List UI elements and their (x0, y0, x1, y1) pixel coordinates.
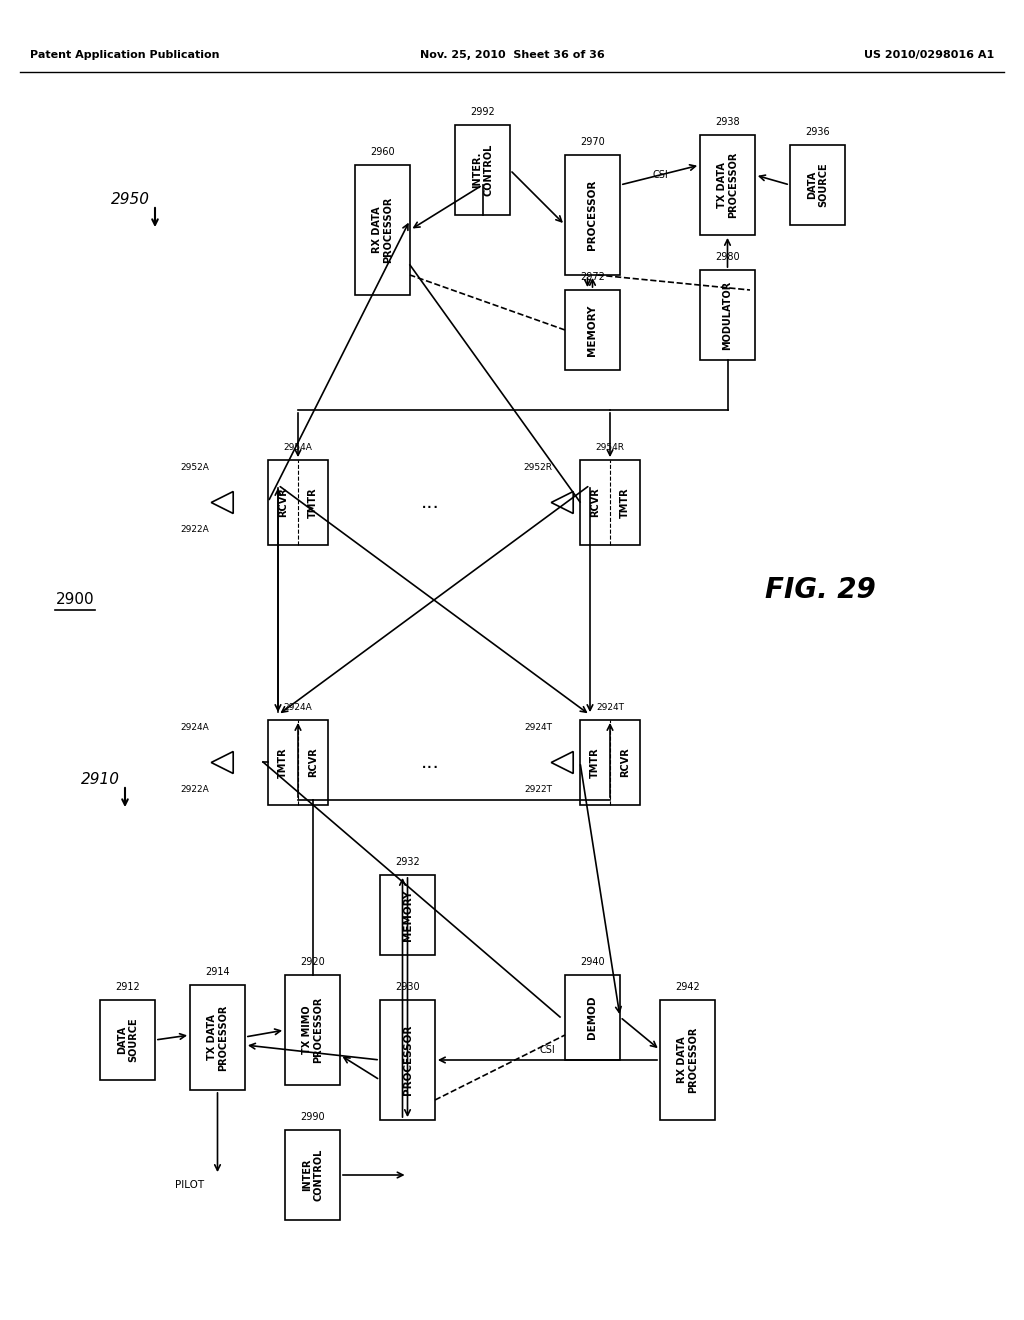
Text: TMTR: TMTR (278, 747, 288, 777)
Text: RX DATA
PROCESSOR: RX DATA PROCESSOR (372, 197, 393, 263)
Text: 2938: 2938 (715, 117, 739, 127)
Text: TX DATA
PROCESSOR: TX DATA PROCESSOR (207, 1005, 228, 1071)
Text: 2972: 2972 (580, 272, 605, 282)
Text: 2912: 2912 (115, 982, 140, 993)
Text: 2940: 2940 (581, 957, 605, 968)
Text: 2936: 2936 (805, 127, 829, 137)
FancyBboxPatch shape (565, 154, 620, 275)
Text: 2922A: 2922A (180, 784, 209, 793)
Text: INTER
CONTROL: INTER CONTROL (302, 1148, 324, 1201)
FancyBboxPatch shape (790, 145, 845, 224)
Text: PROCESSOR: PROCESSOR (402, 1024, 413, 1096)
FancyBboxPatch shape (380, 875, 435, 954)
Text: 2924T: 2924T (524, 723, 552, 733)
Text: RCVR: RCVR (278, 487, 288, 517)
Text: RX DATA
PROCESSOR: RX DATA PROCESSOR (677, 1027, 698, 1093)
FancyBboxPatch shape (380, 1001, 435, 1119)
Text: 2992: 2992 (470, 107, 495, 117)
FancyBboxPatch shape (100, 1001, 155, 1080)
Text: 2970: 2970 (581, 137, 605, 147)
Text: 2924T: 2924T (596, 704, 624, 711)
Text: PILOT: PILOT (175, 1180, 205, 1191)
Text: PROCESSOR: PROCESSOR (588, 180, 597, 251)
FancyBboxPatch shape (285, 1130, 340, 1220)
Text: 2980: 2980 (715, 252, 739, 261)
Text: RCVR: RCVR (590, 487, 600, 517)
Text: US 2010/0298016 A1: US 2010/0298016 A1 (864, 50, 994, 59)
Text: CSI: CSI (652, 170, 668, 180)
Text: TX MIMO
PROCESSOR: TX MIMO PROCESSOR (302, 997, 324, 1063)
Text: 2922T: 2922T (524, 784, 552, 793)
Text: TMTR: TMTR (620, 487, 630, 517)
Text: MODULATOR: MODULATOR (723, 280, 732, 350)
FancyBboxPatch shape (565, 975, 620, 1060)
Text: Patent Application Publication: Patent Application Publication (30, 50, 219, 59)
Text: FIG. 29: FIG. 29 (765, 576, 876, 605)
Text: Nov. 25, 2010  Sheet 36 of 36: Nov. 25, 2010 Sheet 36 of 36 (420, 50, 604, 59)
Text: 2920: 2920 (300, 957, 325, 968)
FancyBboxPatch shape (268, 459, 328, 545)
FancyBboxPatch shape (355, 165, 410, 294)
Text: 2990: 2990 (300, 1111, 325, 1122)
Text: DATA
SOURCE: DATA SOURCE (807, 162, 828, 207)
Text: MEMORY: MEMORY (402, 890, 413, 941)
Text: 2930: 2930 (395, 982, 420, 993)
Text: 2922A: 2922A (180, 524, 209, 533)
Text: DATA
SOURCE: DATA SOURCE (117, 1018, 138, 1063)
Text: ...: ... (421, 752, 439, 772)
FancyBboxPatch shape (580, 719, 640, 805)
FancyBboxPatch shape (580, 459, 640, 545)
Text: 2954R: 2954R (596, 444, 625, 451)
Text: 2960: 2960 (371, 147, 395, 157)
Text: TX DATA
PROCESSOR: TX DATA PROCESSOR (717, 152, 738, 218)
Text: 2950: 2950 (111, 193, 150, 207)
Text: 2910: 2910 (81, 772, 120, 788)
Text: 2932: 2932 (395, 857, 420, 867)
Text: ...: ... (421, 492, 439, 512)
Text: 2900: 2900 (55, 593, 94, 607)
Text: 2952A: 2952A (180, 463, 210, 473)
Text: 2924A: 2924A (284, 704, 312, 711)
FancyBboxPatch shape (700, 135, 755, 235)
Text: 2924A: 2924A (180, 723, 209, 733)
FancyBboxPatch shape (700, 271, 755, 360)
Text: TMTR: TMTR (308, 487, 318, 517)
Text: 2952R: 2952R (523, 463, 553, 473)
Text: TMTR: TMTR (590, 747, 600, 777)
FancyBboxPatch shape (268, 719, 328, 805)
FancyBboxPatch shape (455, 125, 510, 215)
Text: INTER.
CONTROL: INTER. CONTROL (472, 144, 494, 197)
Text: 2954A: 2954A (284, 444, 312, 451)
FancyBboxPatch shape (190, 985, 245, 1090)
FancyBboxPatch shape (285, 975, 340, 1085)
Text: RCVR: RCVR (308, 747, 318, 777)
Text: DEMOD: DEMOD (588, 995, 597, 1039)
Text: RCVR: RCVR (620, 747, 630, 777)
FancyBboxPatch shape (660, 1001, 715, 1119)
Text: 2942: 2942 (675, 982, 699, 993)
Text: MEMORY: MEMORY (588, 305, 597, 355)
FancyBboxPatch shape (565, 290, 620, 370)
Text: 2914: 2914 (205, 968, 229, 977)
Text: CSI: CSI (540, 1045, 555, 1055)
